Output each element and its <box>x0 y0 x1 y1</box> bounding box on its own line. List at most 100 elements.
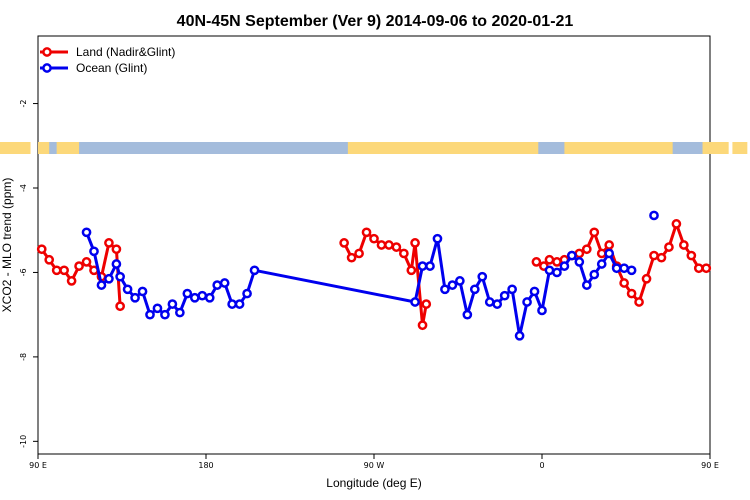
data-point <box>649 250 659 261</box>
data-point <box>641 273 652 284</box>
data-point <box>634 297 644 307</box>
y-tick-label: -10 <box>19 435 28 448</box>
data-point <box>421 299 432 309</box>
data-point <box>346 252 357 263</box>
data-point <box>492 299 503 309</box>
data-point <box>219 278 230 288</box>
y-tick-label: -8 <box>19 353 28 361</box>
data-point <box>604 248 615 259</box>
data-point <box>432 233 443 244</box>
data-point <box>369 233 379 244</box>
data-point <box>447 280 458 290</box>
data-point <box>197 290 208 301</box>
data-point <box>531 257 542 267</box>
land-ocean-strip <box>0 142 748 154</box>
data-point <box>686 250 697 261</box>
data-point <box>581 244 592 255</box>
data-point <box>391 242 402 252</box>
data-point <box>552 267 562 278</box>
data-point <box>581 280 592 290</box>
data-point <box>361 227 372 238</box>
data-point <box>212 280 223 290</box>
data-point <box>160 309 170 320</box>
data-point <box>522 297 532 307</box>
data-point <box>589 227 600 238</box>
series-ocean <box>81 210 659 341</box>
data-point <box>410 238 420 248</box>
land-band <box>732 142 748 154</box>
data-point <box>559 261 570 271</box>
data-point <box>611 263 622 274</box>
data-point <box>529 286 540 297</box>
data-point <box>104 273 114 284</box>
data-point <box>425 261 435 271</box>
x-tick-label: 90 W <box>364 461 385 470</box>
data-point <box>189 292 200 303</box>
land-band <box>564 142 673 154</box>
x-tick-label: 180 <box>198 461 213 470</box>
series-line <box>85 231 633 338</box>
data-point <box>567 250 577 261</box>
data-point <box>656 252 667 263</box>
data-point <box>59 265 69 276</box>
legend-marker <box>42 63 52 73</box>
data-point <box>384 240 394 250</box>
series-layer <box>36 210 712 341</box>
data-point <box>152 303 163 314</box>
data-point <box>130 292 140 303</box>
data-point <box>175 307 185 318</box>
data-point <box>484 297 495 307</box>
data-point <box>507 284 517 295</box>
y-axis-label: XCO2 - MLO trend (ppm) <box>0 178 14 313</box>
x-tick-label: 0 <box>539 461 544 470</box>
data-point <box>339 238 349 248</box>
data-point <box>115 301 125 312</box>
data-point <box>693 263 704 274</box>
y-tick-label: -4 <box>19 184 28 192</box>
data-point <box>477 271 488 282</box>
data-point <box>81 227 92 238</box>
data-point <box>115 271 125 282</box>
data-point <box>51 265 62 276</box>
legend-label: Ocean (Glint) <box>76 61 147 75</box>
legend-marker <box>42 47 52 57</box>
data-point <box>537 305 547 316</box>
data-point <box>417 261 428 271</box>
data-point <box>701 263 712 274</box>
x-tick-label: 90 E <box>29 461 47 470</box>
data-point <box>227 299 237 309</box>
data-point <box>574 248 585 259</box>
x-tick-label: 90 E <box>701 461 719 470</box>
data-point <box>604 240 615 250</box>
land-band <box>347 142 539 154</box>
data-point <box>89 246 99 257</box>
data-point <box>145 309 155 320</box>
data-point <box>499 290 510 301</box>
data-point <box>66 276 77 286</box>
data-point <box>204 292 215 303</box>
data-point <box>462 309 473 320</box>
x-axis-label: Longitude (deg E) <box>326 476 421 490</box>
data-point <box>376 240 387 250</box>
data-point <box>137 286 148 297</box>
data-point <box>410 297 420 307</box>
data-point <box>671 219 682 229</box>
data-point <box>104 238 114 248</box>
data-point <box>111 259 122 269</box>
data-point <box>455 276 465 286</box>
land-band <box>38 142 50 154</box>
data-point <box>182 288 193 299</box>
data-point <box>544 265 555 276</box>
data-point <box>249 265 260 276</box>
data-point <box>111 244 122 255</box>
data-point <box>440 284 450 295</box>
data-point <box>544 254 555 265</box>
data-point <box>417 320 428 331</box>
data-point <box>74 261 84 271</box>
y-tick-label: -6 <box>19 268 28 276</box>
data-point <box>81 257 92 267</box>
chart-title: 40N-45N September (Ver 9) 2014-09-06 to … <box>177 13 574 30</box>
data-point <box>596 248 607 259</box>
data-point <box>354 248 364 259</box>
